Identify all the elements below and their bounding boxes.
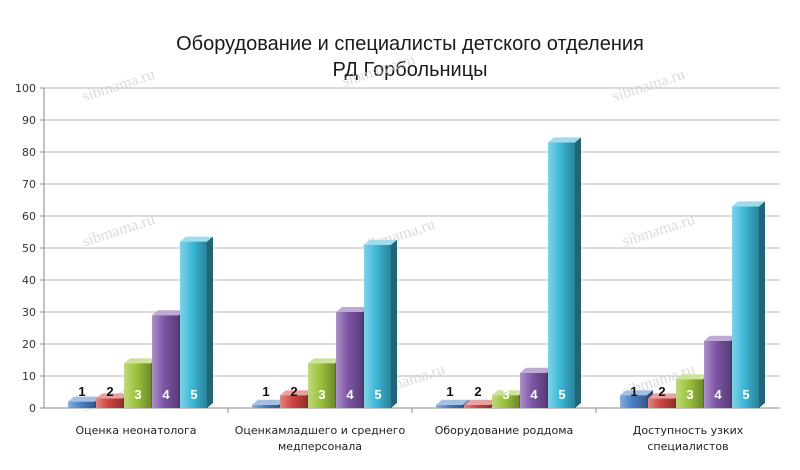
bar-face bbox=[620, 395, 647, 408]
data-label: 5 bbox=[374, 387, 381, 402]
watermark-text: sibmama.ru bbox=[340, 51, 417, 90]
y-tick-label: 80 bbox=[22, 146, 36, 159]
bar-1-5 bbox=[180, 236, 213, 408]
bar-top bbox=[520, 367, 553, 373]
bar-face bbox=[676, 379, 703, 408]
x-category-label: медперсонала bbox=[278, 440, 362, 453]
watermark-text: sibmama.ru bbox=[620, 211, 697, 250]
bar-face bbox=[364, 244, 391, 408]
y-tick-label: 50 bbox=[22, 242, 36, 255]
bar-face bbox=[124, 363, 151, 408]
data-label: 2 bbox=[658, 384, 665, 399]
bar-top bbox=[620, 390, 653, 396]
data-label: 5 bbox=[742, 387, 749, 402]
bar-face bbox=[548, 142, 575, 408]
data-label: 2 bbox=[106, 384, 113, 399]
bar-face bbox=[280, 395, 307, 408]
y-tick-label: 100 bbox=[15, 82, 36, 95]
bar-face bbox=[704, 340, 731, 408]
data-label: 3 bbox=[502, 387, 509, 402]
x-category-label: Доступность узких bbox=[633, 424, 744, 437]
bar-face bbox=[336, 312, 363, 408]
bar-face bbox=[180, 241, 207, 408]
bar-top bbox=[68, 396, 101, 402]
bar-top bbox=[308, 358, 341, 364]
y-tick-label: 90 bbox=[22, 114, 36, 127]
bar-2-5 bbox=[364, 239, 397, 408]
bar-face bbox=[520, 372, 547, 408]
bar-top bbox=[180, 236, 213, 242]
data-label: 4 bbox=[346, 387, 354, 402]
bar-side bbox=[759, 201, 765, 408]
bar-side bbox=[207, 236, 213, 408]
bar-top bbox=[96, 393, 129, 399]
data-label: 5 bbox=[190, 387, 197, 402]
data-label: 1 bbox=[78, 384, 85, 399]
data-label: 1 bbox=[630, 384, 637, 399]
y-tick-label: 70 bbox=[22, 178, 36, 191]
chart-title: Оборудование и специалисты детского отде… bbox=[176, 33, 644, 81]
data-label: 2 bbox=[290, 384, 297, 399]
x-category-label: специалистов bbox=[647, 440, 728, 453]
bar-face bbox=[648, 398, 675, 408]
bar-top bbox=[280, 390, 313, 396]
bar-3-5 bbox=[548, 137, 581, 408]
data-label: 1 bbox=[446, 384, 453, 399]
bar-4-5 bbox=[732, 201, 765, 408]
bar-face bbox=[436, 404, 463, 408]
data-label: 3 bbox=[134, 387, 141, 402]
bar-top bbox=[124, 358, 157, 364]
y-tick-label: 30 bbox=[22, 306, 36, 319]
data-label: 4 bbox=[530, 387, 538, 402]
bar-face bbox=[492, 395, 519, 408]
bar-top bbox=[364, 239, 397, 245]
data-label: 5 bbox=[558, 387, 565, 402]
bar-top bbox=[704, 335, 737, 341]
bar-face bbox=[464, 404, 491, 408]
bar-face bbox=[252, 404, 279, 408]
bar-face bbox=[732, 206, 759, 408]
x-category-label: Оценка неонатолога bbox=[75, 424, 196, 437]
watermark-text: sibmama.ru bbox=[80, 211, 157, 250]
x-category-label: Оборудование роддома bbox=[435, 424, 574, 437]
bar-top bbox=[676, 374, 709, 380]
bar-top bbox=[732, 201, 765, 207]
bar-face bbox=[96, 398, 123, 408]
data-label: 2 bbox=[474, 384, 481, 399]
data-label: 3 bbox=[686, 387, 693, 402]
bar-top bbox=[548, 137, 581, 143]
bar-top bbox=[492, 390, 525, 396]
chart-title-line: Оборудование и специалисты детского отде… bbox=[176, 33, 644, 55]
data-label: 4 bbox=[714, 387, 722, 402]
data-label: 1 bbox=[262, 384, 269, 399]
bar-side bbox=[391, 239, 397, 408]
bar-face bbox=[308, 363, 335, 408]
y-tick-label: 0 bbox=[29, 402, 36, 415]
data-label: 4 bbox=[162, 387, 170, 402]
y-tick-label: 20 bbox=[22, 338, 36, 351]
y-tick-label: 60 bbox=[22, 210, 36, 223]
bar-top bbox=[152, 310, 185, 316]
chart-title-line: РД Горбольницы bbox=[332, 59, 487, 81]
bar-top bbox=[252, 399, 285, 405]
y-tick-label: 40 bbox=[22, 274, 36, 287]
x-category-label: Оценкамладшего и среднего bbox=[235, 424, 406, 437]
bar-top bbox=[436, 399, 469, 405]
bar-side bbox=[575, 137, 581, 408]
watermark-text: sibmama.ru bbox=[610, 66, 687, 105]
bar-top bbox=[648, 393, 681, 399]
y-tick-label: 10 bbox=[22, 370, 36, 383]
bar-face bbox=[68, 401, 95, 408]
watermark-text: sibmama.ru bbox=[80, 66, 157, 105]
bar-top bbox=[464, 399, 497, 405]
bar-top bbox=[336, 307, 369, 312]
bar-face bbox=[152, 315, 179, 408]
data-label: 3 bbox=[318, 387, 325, 402]
